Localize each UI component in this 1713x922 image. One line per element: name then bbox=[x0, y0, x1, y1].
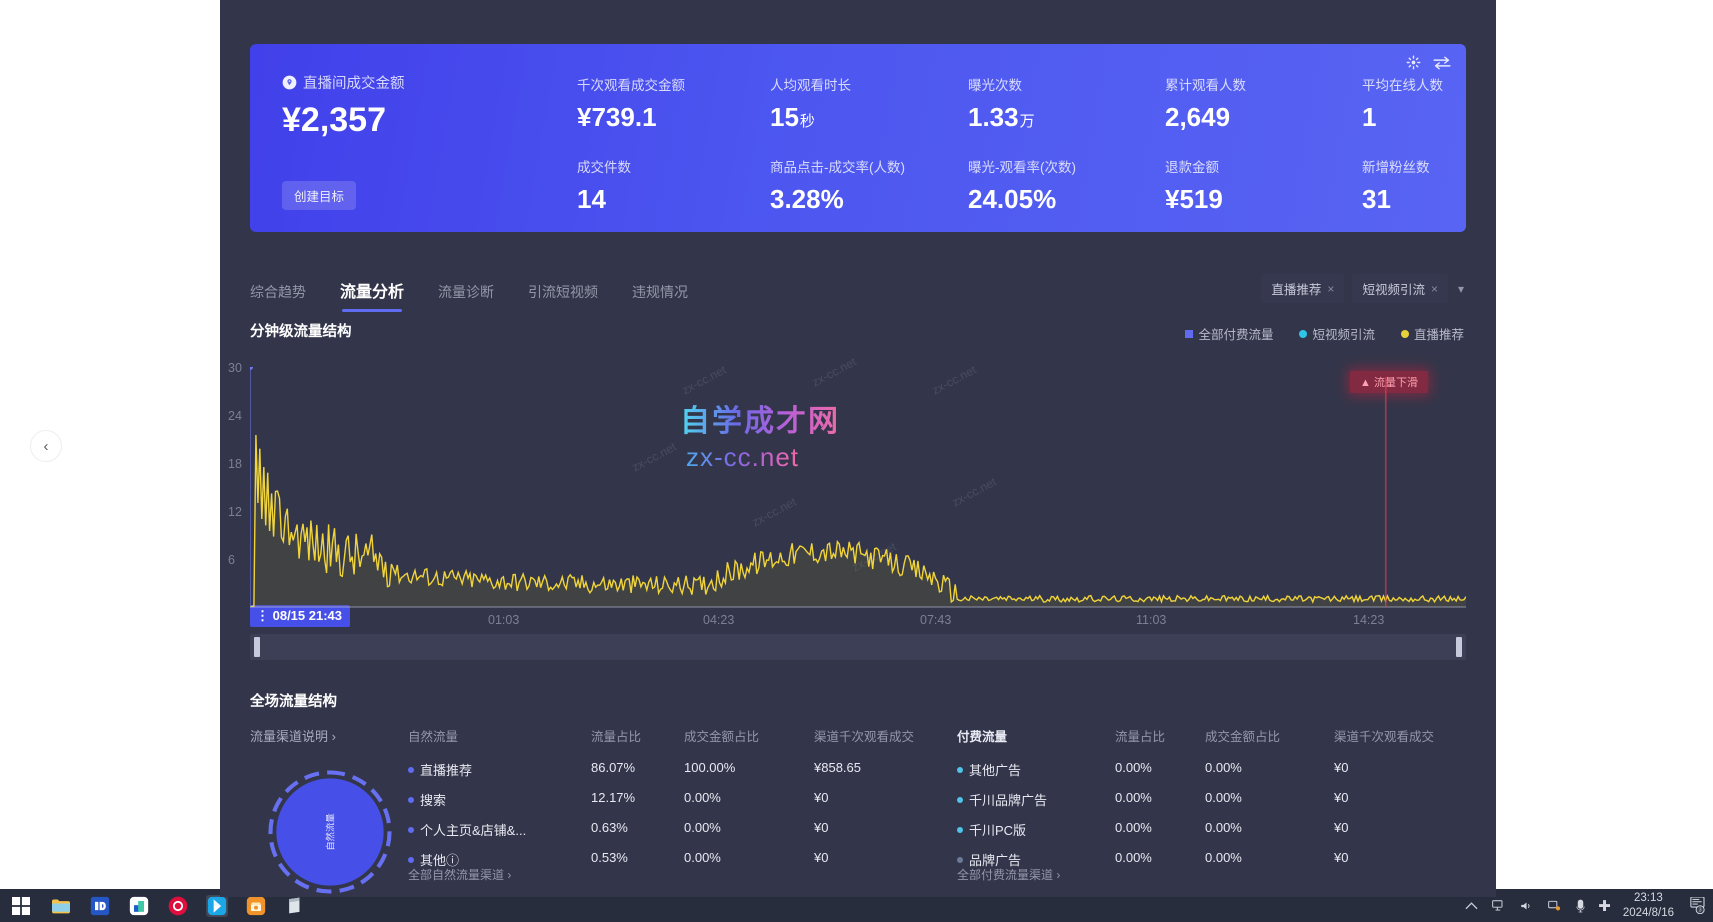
svg-text:自然流量: 自然流量 bbox=[325, 813, 336, 850]
svg-text:3: 3 bbox=[1699, 908, 1702, 914]
